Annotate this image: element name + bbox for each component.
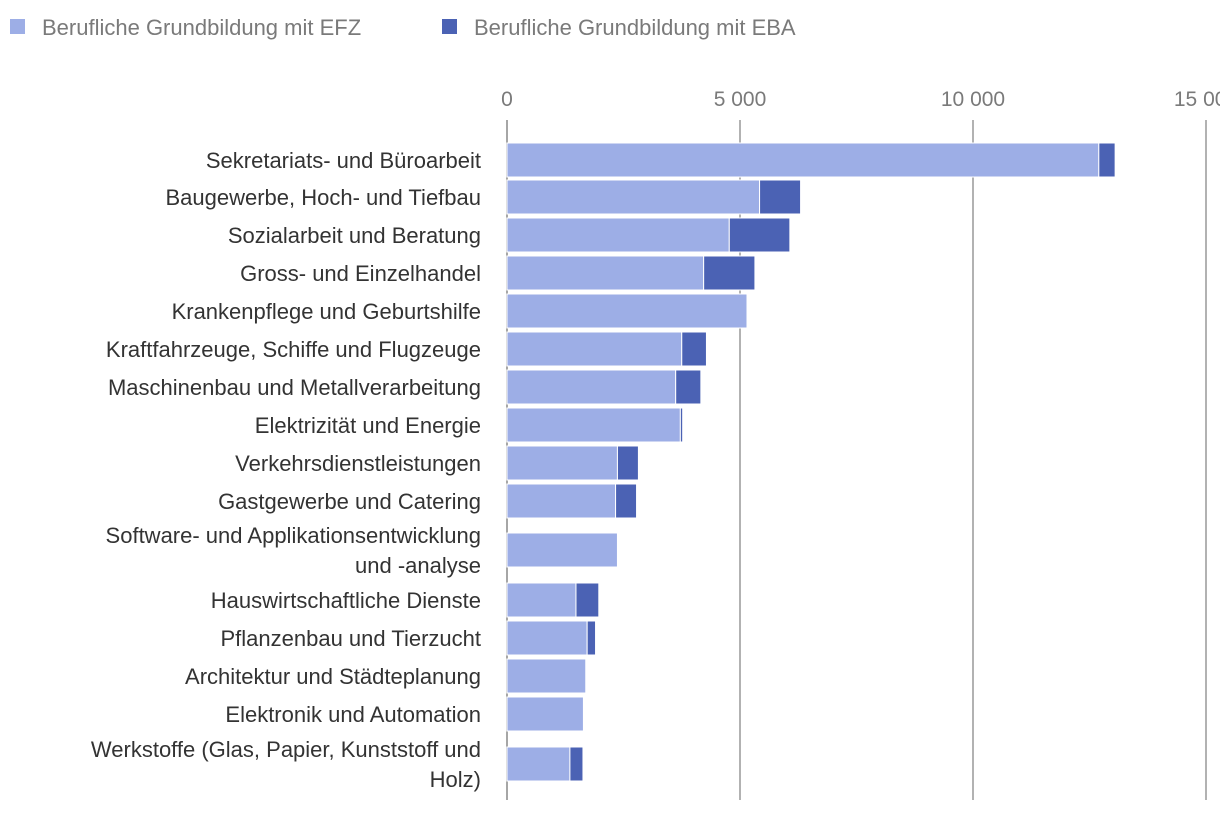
bar-eba-4 [703,255,756,291]
legend-label-1: Berufliche Grundbildung mit EFZ [42,15,361,40]
tick-label-2: 10 000 [941,88,1005,111]
category-label-16-line-1: Werkstoffe (Glas, Papier, Kunststoff und [91,737,481,762]
bar-eba-2 [759,179,802,215]
bar-eba-9 [616,445,639,481]
category-label-1: Sekretariats- und Büroarbeit [206,148,481,173]
bar-efz-8 [506,407,681,443]
bar-eba-16 [569,746,584,782]
x-axis-ticks: 0 5 000 10 000 15 000 [501,88,1220,111]
legend: Berufliche Grundbildung mit EFZ Beruflich… [10,15,796,40]
bar-efz-11 [506,532,618,568]
bar-efz-2 [506,179,761,215]
bar-eba-3 [728,217,791,253]
bar-efz-4 [506,255,705,291]
bar-eba-6 [681,331,707,367]
tick-label-1: 5 000 [714,88,767,111]
category-label-4: Gross- und Einzelhandel [240,261,481,286]
category-label-15: Elektronik und Automation [225,702,481,727]
bar-efz-13 [506,620,588,656]
category-label-2: Baugewerbe, Hoch- und Tiefbau [165,185,481,210]
bar-efz-7 [506,369,677,405]
bars [506,142,1116,782]
bar-eba-1 [1098,142,1116,178]
bar-eba-7 [675,369,702,405]
bar-efz-1 [506,142,1100,178]
category-label-16-line-2: Holz) [430,767,481,792]
category-labels: Sekretariats- und Büroarbeit Baugewerbe, … [91,148,481,792]
bar-efz-14 [506,658,587,694]
category-label-12: Hauswirtschaftliche Dienste [211,588,481,613]
category-label-8: Elektrizität und Energie [255,413,481,438]
bar-efz-5 [506,293,748,329]
bar-efz-12 [506,582,577,618]
bar-eba-8 [679,407,684,443]
legend-swatch-1 [10,19,25,34]
bar-efz-3 [506,217,730,253]
bar-efz-10 [506,483,617,519]
category-label-9: Verkehrsdienstleistungen [235,451,481,476]
category-label-7: Maschinenbau und Metallverarbeitung [108,375,481,400]
category-label-11-line-1: Software- und Applikationsentwicklung [106,523,481,548]
bar-eba-10 [615,483,638,519]
legend-label-2: Berufliche Grundbildung mit EBA [474,15,796,40]
category-label-5: Krankenpflege und Geburtshilfe [172,299,481,324]
category-label-10: Gastgewerbe und Catering [218,489,481,514]
bar-efz-15 [506,696,584,732]
category-label-13: Pflanzenbau und Tierzucht [220,626,481,651]
bar-efz-16 [506,746,571,782]
tick-label-0: 0 [501,88,513,111]
category-label-14: Architektur und Städteplanung [185,664,481,689]
tick-label-3: 15 000 [1174,88,1220,111]
bar-eba-12 [575,582,600,618]
category-label-6: Kraftfahrzeuge, Schiffe und Flugzeuge [106,337,481,362]
legend-swatch-2 [442,19,457,34]
bar-eba-13 [586,620,597,656]
bar-efz-9 [506,445,618,481]
category-label-11-line-2: und -analyse [355,553,481,578]
category-label-3: Sozialarbeit und Beratung [228,223,481,248]
bar-efz-6 [506,331,683,367]
